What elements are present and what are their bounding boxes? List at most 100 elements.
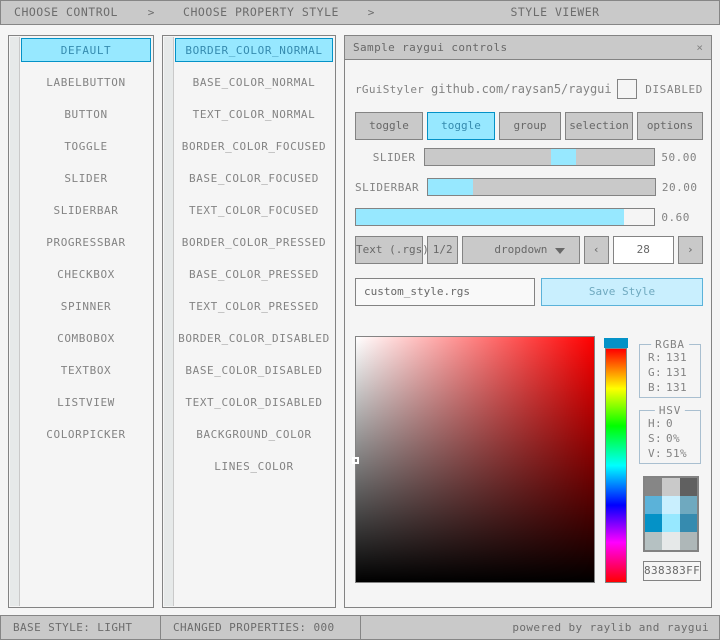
fraction-button[interactable]: 1/2 xyxy=(427,236,459,264)
sliderbar-fill[interactable] xyxy=(428,179,474,195)
control-item-progressbar[interactable]: PROGRESSBAR xyxy=(46,236,126,249)
property-item-base-color-pressed[interactable]: BASE_COLOR_PRESSED xyxy=(188,268,319,281)
repository-link[interactable]: github.com/raysan5/raygui xyxy=(431,82,612,96)
hsv-saturation-key: S: xyxy=(647,432,662,445)
properties-listview[interactable]: BORDER_COLOR_NORMAL BASE_COLOR_NORMAL TEXT… xyxy=(162,35,336,608)
breadcrumb-bar: CHOOSE CONTROL > CHOOSE PROPERTY STYLE >… xyxy=(0,0,720,25)
rgba-blue-row: B: 131 xyxy=(640,381,700,394)
status-bar: BASE STYLE: LIGHT CHANGED PROPERTIES: 00… xyxy=(0,615,720,640)
control-item-checkbox[interactable]: CHECKBOX xyxy=(57,268,115,281)
property-item-base-color-focused[interactable]: BASE_COLOR_FOCUSED xyxy=(188,172,319,185)
sv-selector-cursor[interactable] xyxy=(352,457,359,465)
status-base-style: BASE STYLE: LIGHT xyxy=(1,616,161,639)
palette-swatch-0[interactable] xyxy=(645,478,663,496)
toggle-button-options[interactable]: options xyxy=(637,112,703,140)
palette-swatch-8[interactable] xyxy=(679,514,697,532)
toggle-button-group[interactable]: group xyxy=(499,112,561,140)
control-item-default[interactable]: DEFAULT xyxy=(21,38,151,62)
brand-row: rGuiStyler github.com/raysan5/raygui DIS… xyxy=(355,78,703,100)
breadcrumb-choose-control[interactable]: CHOOSE CONTROL xyxy=(14,5,118,19)
palette-swatch-9[interactable] xyxy=(645,532,663,550)
control-item-textbox[interactable]: TEXTBOX xyxy=(60,364,112,377)
property-item-text-color-focused[interactable]: TEXT_COLOR_FOCUSED xyxy=(188,204,319,217)
palette-swatch-3[interactable] xyxy=(645,496,663,514)
status-changed-properties: CHANGED PROPERTIES: 000 xyxy=(161,616,361,639)
palette-swatch-11[interactable] xyxy=(679,532,697,550)
palette-swatch-2[interactable] xyxy=(679,478,697,496)
property-item-border-color-pressed[interactable]: BORDER_COLOR_PRESSED xyxy=(181,236,327,249)
rgba-groupbox-title: RGBA xyxy=(651,338,689,351)
control-item-colorpicker[interactable]: COLORPICKER xyxy=(46,428,126,441)
property-item-base-color-disabled[interactable]: BASE_COLOR_DISABLED xyxy=(185,364,323,377)
hsv-groupbox-title: HSV xyxy=(654,404,686,417)
dropdown-select[interactable]: dropdown xyxy=(462,236,580,264)
spinner-value-input[interactable]: 28 xyxy=(612,236,674,264)
property-item-base-color-normal[interactable]: BASE_COLOR_NORMAL xyxy=(192,76,316,89)
rgba-red-row: R: 131 xyxy=(640,351,700,364)
control-item-button[interactable]: BUTTON xyxy=(64,108,108,121)
sliderbar-value: 20.00 xyxy=(661,180,698,194)
hue-selector-cursor[interactable] xyxy=(604,338,628,348)
toggle-button-selection[interactable]: selection xyxy=(565,112,633,140)
disabled-checkbox-label: DISABLED xyxy=(645,82,703,96)
palette-swatch-4[interactable] xyxy=(662,496,680,514)
control-item-sliderbar[interactable]: SLIDERBAR xyxy=(53,204,119,217)
breadcrumb-style-viewer[interactable]: STYLE VIEWER xyxy=(510,5,600,19)
property-item-text-color-disabled[interactable]: TEXT_COLOR_DISABLED xyxy=(185,396,323,409)
save-style-button[interactable]: Save Style xyxy=(541,278,703,306)
property-item-border-color-normal[interactable]: BORDER_COLOR_NORMAL xyxy=(175,38,333,62)
toggle-button-toggle-2[interactable]: toggle xyxy=(427,112,495,140)
property-item-border-color-focused[interactable]: BORDER_COLOR_FOCUSED xyxy=(181,140,327,153)
spinner-decrement-button[interactable]: ‹ xyxy=(583,236,609,264)
slider-row: SLIDER 50.00 xyxy=(355,148,703,166)
controls-list-items: DEFAULT LABELBUTTON BUTTON TOGGLE SLIDER SLID… xyxy=(21,38,151,605)
toggle-button-toggle-1[interactable]: toggle xyxy=(355,112,423,140)
spinner-increment-button[interactable]: › xyxy=(677,236,703,264)
progressbar-control[interactable] xyxy=(355,208,656,226)
disabled-checkbox[interactable] xyxy=(617,79,638,99)
property-item-text-color-pressed[interactable]: TEXT_COLOR_PRESSED xyxy=(188,300,319,313)
color-palette[interactable] xyxy=(643,476,699,552)
slider-control[interactable] xyxy=(423,148,656,166)
palette-swatch-10[interactable] xyxy=(662,532,680,550)
chevron-down-icon xyxy=(554,248,565,254)
control-item-labelbutton[interactable]: LABELBUTTON xyxy=(46,76,126,89)
palette-swatch-6[interactable] xyxy=(645,514,663,532)
save-row: custom_style.rgs Save Style xyxy=(355,278,703,306)
controls-row: Text (.rgs) 1/2 dropdown ‹ 28 › xyxy=(355,236,703,264)
control-item-listview[interactable]: LISTVIEW xyxy=(57,396,115,409)
control-item-combobox[interactable]: COMBOBOX xyxy=(57,332,115,345)
slider-value: 50.00 xyxy=(661,150,697,164)
progressbar-row: 0.60 xyxy=(355,208,703,226)
controls-listview[interactable]: DEFAULT LABELBUTTON BUTTON TOGGLE SLIDER SLID… xyxy=(8,35,154,608)
properties-list-scrollbar[interactable] xyxy=(164,37,174,606)
hex-color-input[interactable]: 838383FF xyxy=(643,561,701,581)
slider-knob[interactable] xyxy=(550,149,577,165)
control-item-slider[interactable]: SLIDER xyxy=(64,172,108,185)
breadcrumb-choose-property-style[interactable]: CHOOSE PROPERTY STYLE xyxy=(183,5,339,19)
text-rgs-button[interactable]: Text (.rgs) xyxy=(355,236,429,264)
toggle-group: toggle toggle group selection options xyxy=(355,112,703,140)
breadcrumb-separator-2: > xyxy=(367,6,375,19)
rgba-red-key: R: xyxy=(647,351,662,364)
filename-input[interactable]: custom_style.rgs xyxy=(355,278,535,306)
app-name-label: rGuiStyler xyxy=(355,82,425,96)
hsv-groupbox: HSV H: 0 S: 0% V: 51% xyxy=(639,404,701,464)
palette-swatch-7[interactable] xyxy=(662,514,680,532)
controls-list-scrollbar[interactable] xyxy=(10,37,20,606)
close-icon[interactable]: × xyxy=(696,41,703,54)
property-item-background-color[interactable]: BACKGROUND_COLOR xyxy=(196,428,312,441)
control-item-toggle[interactable]: TOGGLE xyxy=(64,140,108,153)
sample-window-titlebar[interactable]: Sample raygui controls × xyxy=(345,36,711,60)
property-item-lines-color[interactable]: LINES_COLOR xyxy=(214,460,294,473)
saturation-value-square[interactable] xyxy=(352,336,595,583)
hue-bar[interactable] xyxy=(605,348,627,583)
property-item-border-color-disabled[interactable]: BORDER_COLOR_DISABLED xyxy=(178,332,330,345)
palette-swatch-5[interactable] xyxy=(679,496,697,514)
hsv-hue-row: H: 0 xyxy=(640,417,700,430)
property-item-text-color-normal[interactable]: TEXT_COLOR_NORMAL xyxy=(192,108,316,121)
sliderbar-control[interactable] xyxy=(427,178,656,196)
control-item-spinner[interactable]: SPINNER xyxy=(60,300,112,313)
palette-swatch-1[interactable] xyxy=(662,478,680,496)
dropdown-label: dropdown xyxy=(494,243,548,256)
